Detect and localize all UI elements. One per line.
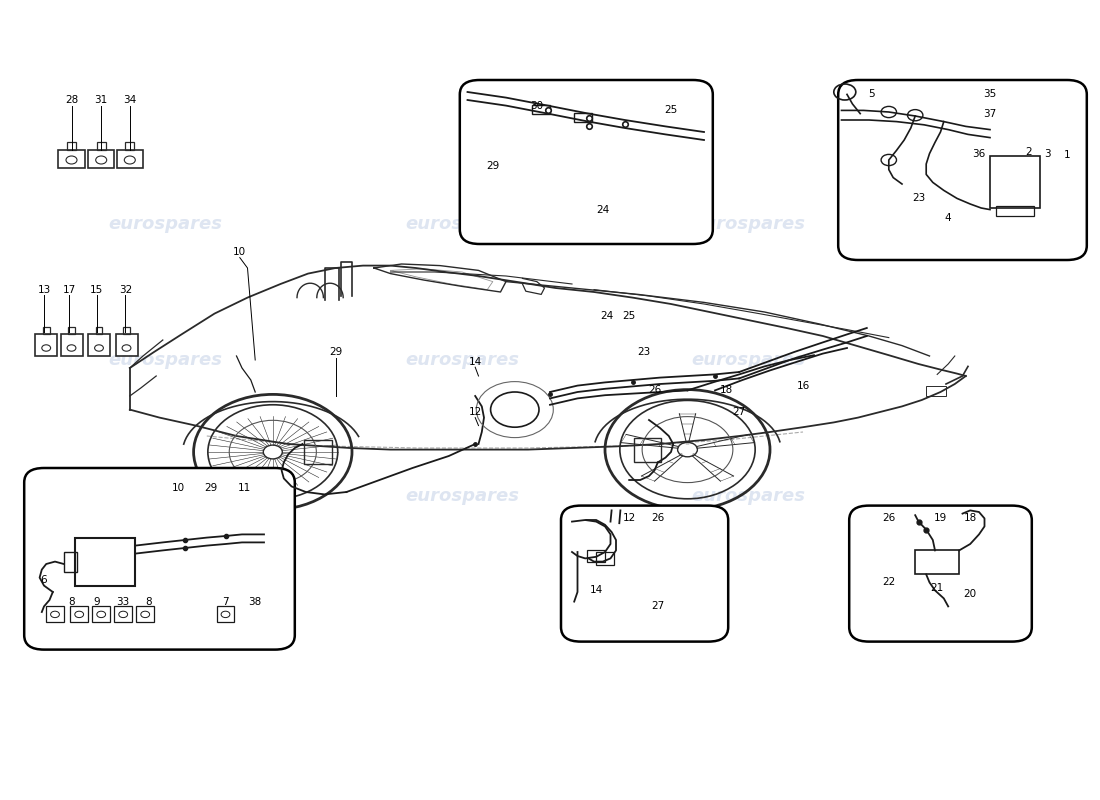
Text: 28: 28 <box>65 95 78 105</box>
FancyBboxPatch shape <box>561 506 728 642</box>
Text: 26: 26 <box>882 514 895 523</box>
Bar <box>996 206 1034 216</box>
Text: 14: 14 <box>590 586 603 595</box>
Bar <box>46 606 64 622</box>
Text: 35: 35 <box>983 90 997 99</box>
Text: 30: 30 <box>530 101 543 110</box>
Text: 8: 8 <box>68 597 75 606</box>
Text: 26: 26 <box>651 514 664 523</box>
Bar <box>114 606 132 622</box>
Bar <box>68 327 75 334</box>
Bar <box>92 606 110 622</box>
Text: 26: 26 <box>648 386 661 395</box>
Text: 21: 21 <box>931 583 944 593</box>
Bar <box>70 606 88 622</box>
Text: 4: 4 <box>945 213 952 222</box>
Bar <box>125 142 134 150</box>
Text: 14: 14 <box>469 357 482 366</box>
Text: eurospares: eurospares <box>405 215 519 233</box>
Text: eurospares: eurospares <box>691 351 805 369</box>
Text: 15: 15 <box>90 285 103 294</box>
Text: 33: 33 <box>117 597 130 606</box>
Bar <box>990 156 1040 208</box>
Text: 13: 13 <box>37 285 51 294</box>
Text: 29: 29 <box>329 347 342 357</box>
Text: 23: 23 <box>912 194 925 203</box>
Text: 25: 25 <box>623 311 636 321</box>
Text: eurospares: eurospares <box>108 487 222 505</box>
Text: 32: 32 <box>119 285 132 294</box>
Bar <box>88 334 110 356</box>
Bar <box>67 142 76 150</box>
FancyBboxPatch shape <box>460 80 713 244</box>
Bar <box>96 327 102 334</box>
Text: 29: 29 <box>205 483 218 493</box>
Text: eurospares: eurospares <box>108 215 222 233</box>
Bar <box>58 150 85 168</box>
Text: eurospares: eurospares <box>108 351 222 369</box>
FancyBboxPatch shape <box>838 80 1087 260</box>
Text: 2: 2 <box>1025 147 1032 157</box>
Text: eurospares: eurospares <box>405 351 519 369</box>
Text: 6: 6 <box>41 575 47 585</box>
Bar <box>217 606 234 622</box>
Bar <box>75 538 135 586</box>
Text: 11: 11 <box>238 483 251 493</box>
Bar <box>123 327 130 334</box>
Bar <box>97 142 106 150</box>
Text: eurospares: eurospares <box>691 215 805 233</box>
Text: 1: 1 <box>1064 150 1070 160</box>
Text: 3: 3 <box>1044 149 1050 158</box>
Text: 27: 27 <box>733 407 746 417</box>
Text: 18: 18 <box>719 386 733 395</box>
Text: eurospares: eurospares <box>405 487 519 505</box>
Text: 16: 16 <box>796 381 810 390</box>
FancyBboxPatch shape <box>24 468 295 650</box>
Text: 25: 25 <box>664 106 678 115</box>
Bar <box>43 327 50 334</box>
Text: 17: 17 <box>63 285 76 294</box>
Bar <box>116 334 138 356</box>
Bar <box>64 552 77 572</box>
Text: 24: 24 <box>596 205 609 214</box>
Text: 5: 5 <box>868 90 875 99</box>
Text: 10: 10 <box>172 483 185 493</box>
Bar <box>596 552 614 565</box>
Text: 18: 18 <box>964 514 977 523</box>
Text: 22: 22 <box>882 578 895 587</box>
Text: 19: 19 <box>934 514 947 523</box>
Text: 37: 37 <box>983 109 997 118</box>
FancyBboxPatch shape <box>849 506 1032 642</box>
Text: 36: 36 <box>972 149 986 158</box>
Text: 10: 10 <box>233 247 246 257</box>
Text: 20: 20 <box>964 589 977 598</box>
Text: 31: 31 <box>95 95 108 105</box>
Bar <box>915 550 959 574</box>
Bar <box>532 105 550 114</box>
Bar <box>587 550 605 562</box>
Bar <box>305 440 332 464</box>
Text: 34: 34 <box>123 95 136 105</box>
Bar <box>117 150 143 168</box>
Text: 29: 29 <box>486 162 499 171</box>
Bar <box>60 334 82 356</box>
Bar <box>136 606 154 622</box>
Bar <box>574 113 592 122</box>
Text: eurospares: eurospares <box>691 487 805 505</box>
Text: 24: 24 <box>601 311 614 321</box>
Bar <box>634 438 661 462</box>
Text: 8: 8 <box>145 597 152 606</box>
Text: 23: 23 <box>637 347 650 357</box>
Text: 12: 12 <box>623 514 636 523</box>
Text: 7: 7 <box>222 597 229 606</box>
Text: 12: 12 <box>469 407 482 417</box>
Text: 27: 27 <box>651 602 664 611</box>
Bar <box>35 334 57 356</box>
Bar <box>926 386 946 396</box>
Text: 38: 38 <box>249 597 262 606</box>
Text: 9: 9 <box>94 597 100 606</box>
Bar <box>88 150 114 168</box>
